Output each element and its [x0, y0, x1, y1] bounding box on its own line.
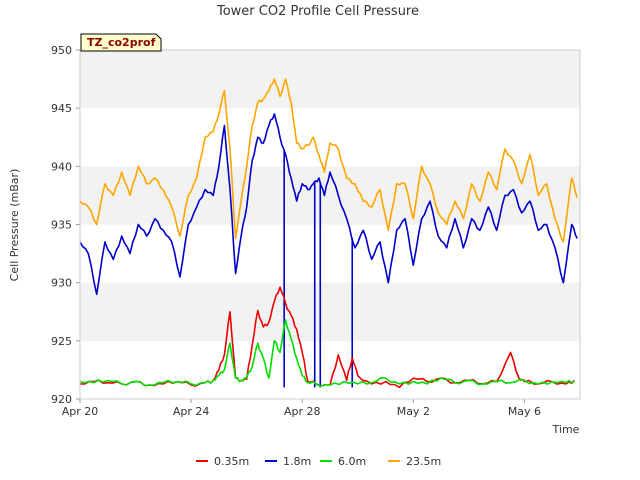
y-tick-label: 930: [51, 277, 72, 290]
series-line-23.5m: [79, 78, 578, 243]
grid-band: [80, 224, 580, 283]
legend-label: 1.8m: [283, 455, 311, 468]
x-tick-label: May 2: [397, 405, 430, 418]
plot-frame: [79, 49, 581, 400]
badge-label: TZ_co2prof: [87, 36, 156, 49]
y-tick-label: 945: [51, 102, 72, 115]
series-lines: [79, 78, 578, 389]
series-line-6.0m: [79, 319, 575, 387]
y-tick-label: 925: [51, 335, 72, 348]
grid-band: [80, 50, 580, 109]
grid-band: [80, 166, 580, 225]
legend-label: 23.5m: [406, 455, 441, 468]
y-tick-label: 940: [51, 160, 72, 173]
y-axis-ticks: 920 925 930 935 940 945 950: [51, 44, 80, 406]
grid-bands: [80, 50, 580, 399]
y-tick-label: 920: [51, 393, 72, 406]
legend: 0.35m 1.8m 6.0m 23.5m: [196, 455, 441, 468]
x-tick-label: Apr 28: [284, 405, 321, 418]
series-line-1.8m: [79, 113, 578, 296]
badge-box: [80, 33, 162, 52]
y-tick-label: 935: [51, 219, 72, 232]
x-tick-label: Apr 24: [173, 405, 210, 418]
grid-band: [80, 340, 580, 399]
chart-title: Tower CO2 Profile Cell Pressure: [216, 4, 419, 19]
x-axis-label: Time: [552, 423, 580, 436]
grid-band: [80, 282, 580, 341]
legend-label: 0.35m: [214, 455, 249, 468]
x-tick-label: Apr 20: [62, 405, 99, 418]
grid-band: [80, 108, 580, 167]
x-axis-ticks: Apr 20 Apr 24 Apr 28 May 2 May 6: [62, 399, 541, 418]
legend-label: 6.0m: [338, 455, 366, 468]
badge: TZ_co2prof: [80, 33, 162, 52]
y-tick-label: 950: [51, 44, 72, 57]
x-tick-label: May 6: [508, 405, 541, 418]
y-axis-label: Cell Pressure (mBar): [8, 169, 21, 282]
